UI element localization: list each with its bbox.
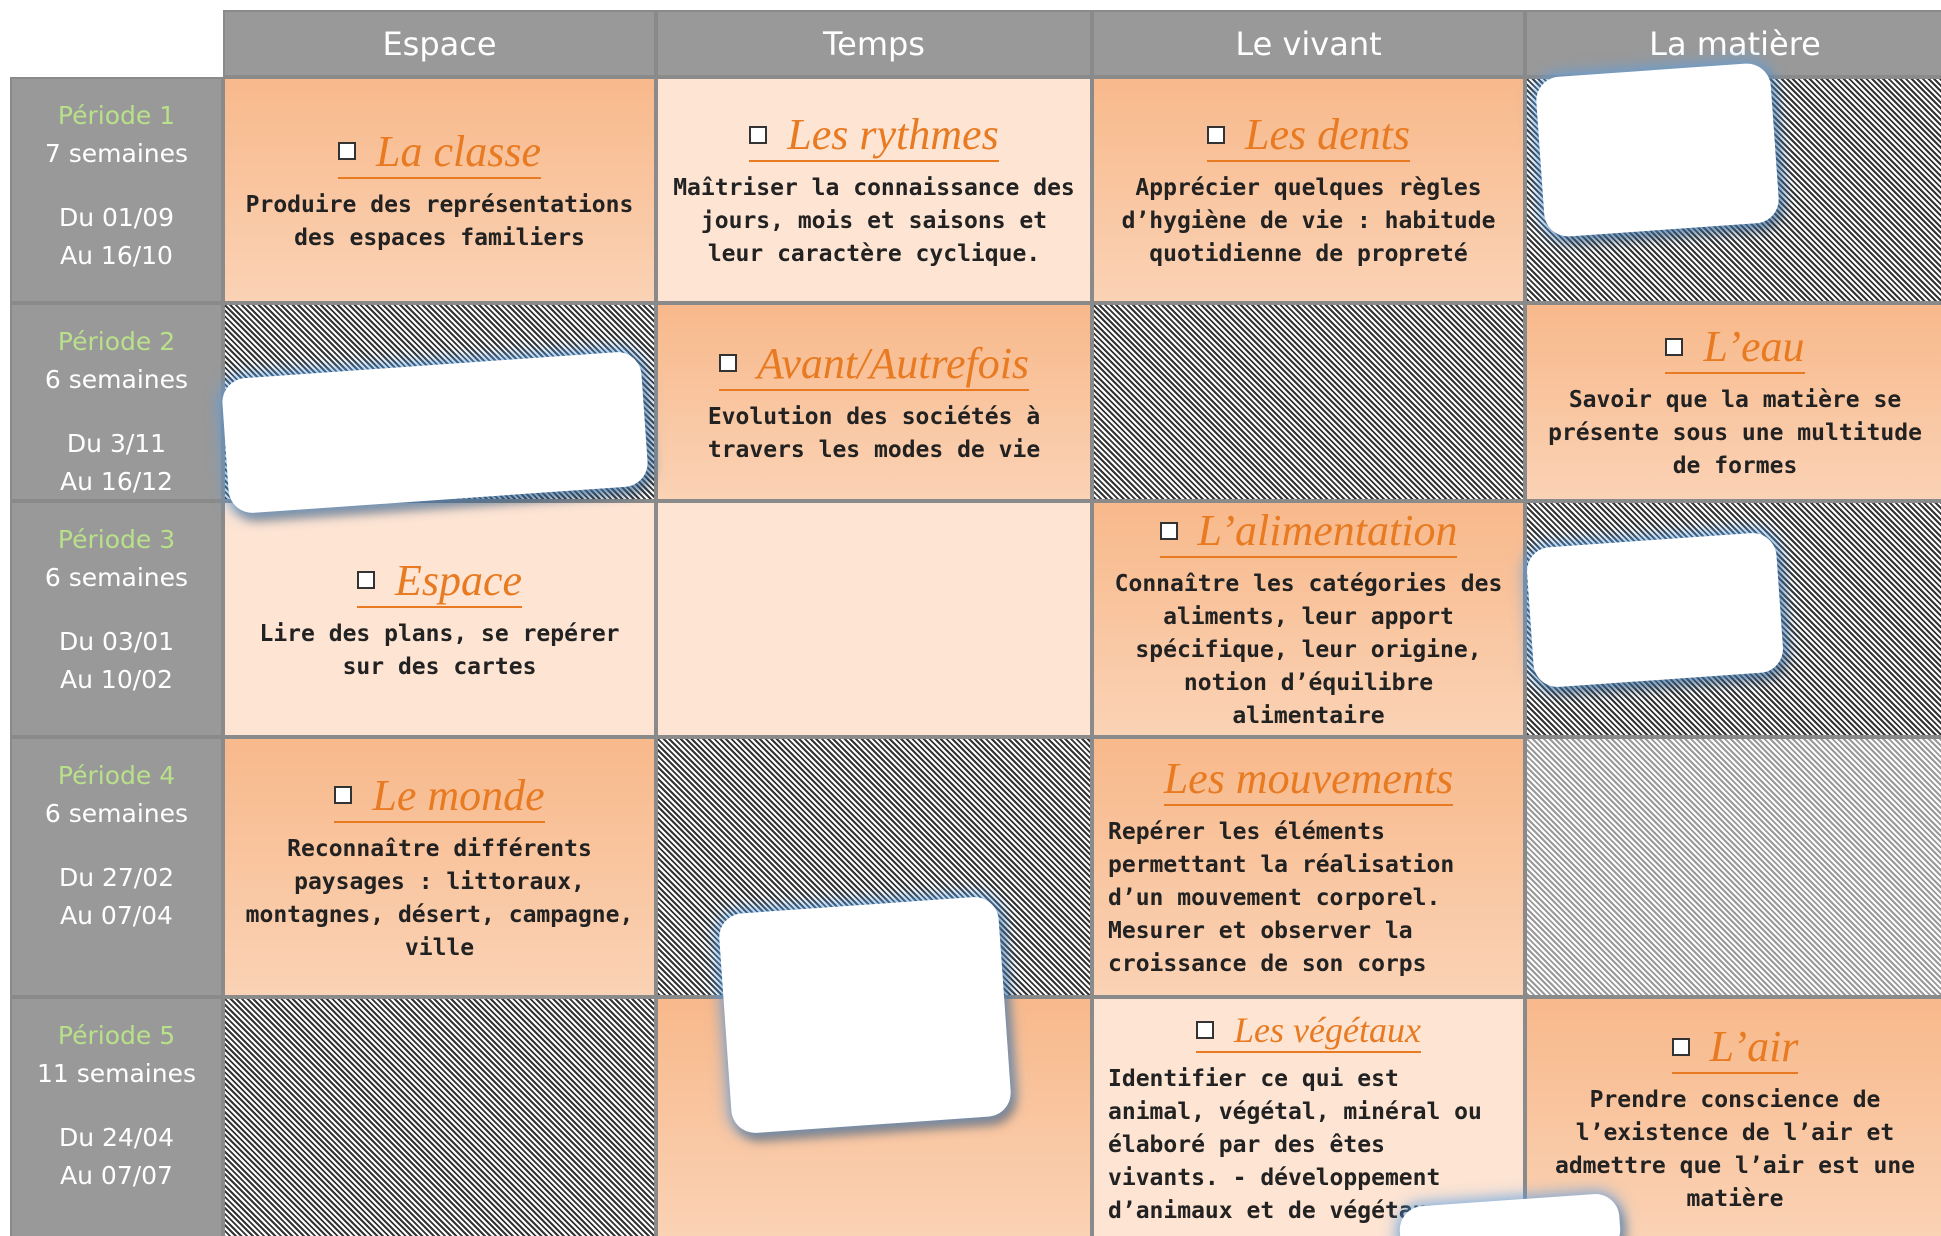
cell-text: Apprécier quelques règles d’hygiène de v… xyxy=(1121,175,1496,267)
cell-text: Reconnaître différents paysages : littor… xyxy=(245,835,634,961)
title-text: Le monde xyxy=(372,770,545,820)
period-weeks: 6 semaines xyxy=(44,563,189,592)
cell-title: L’air xyxy=(1671,1021,1799,1074)
cell-title: Avant/Autrefois xyxy=(718,338,1030,391)
title-text: Les dents xyxy=(1245,110,1410,159)
period-cell: Période 1 7 semaines Du 01/09 Au 16/10 xyxy=(10,77,223,303)
cell-text: Repérer les éléments permettant la réali… xyxy=(1108,819,1455,977)
period-from: Du 01/09 xyxy=(58,203,175,232)
period-label: Période 1 xyxy=(57,101,176,130)
checkbox xyxy=(334,786,353,804)
checkbox xyxy=(749,125,768,144)
period-weeks: 6 semaines xyxy=(44,799,189,828)
cell-title: Espace xyxy=(356,555,523,608)
column-header: Temps xyxy=(656,10,1092,77)
period-to: Au 07/04 xyxy=(60,901,173,930)
cell-text: Evolution des sociétés à travers les mod… xyxy=(707,403,1041,463)
cell: Avant/Autrefois Evolution des sociétés à … xyxy=(656,303,1092,501)
title-text: Les rythmes xyxy=(787,110,999,159)
checkbox xyxy=(1671,1037,1690,1056)
cell: Les rythmes Maîtriser la connaissance des… xyxy=(656,77,1092,303)
period-weeks: 11 semaines xyxy=(36,1059,197,1088)
cell-title: Les végétaux xyxy=(1196,1009,1421,1053)
period-label: Période 4 xyxy=(57,761,176,790)
illustration xyxy=(717,895,1013,1135)
cell-title: La classe xyxy=(338,126,541,179)
period-to: Au 16/12 xyxy=(60,467,173,496)
period-to: Au 07/07 xyxy=(60,1161,173,1190)
cell: L’alimentation Connaître les catégories d… xyxy=(1092,501,1525,737)
cell xyxy=(1092,303,1525,501)
cell-title: L’alimentation xyxy=(1159,505,1458,558)
checkbox xyxy=(1196,1021,1215,1039)
cell-text: Connaître les catégories des aliments, l… xyxy=(1114,571,1503,729)
checkbox xyxy=(1665,337,1684,356)
cell-title: Les dents xyxy=(1207,109,1410,162)
cell xyxy=(1525,737,1941,997)
cell-text: Identifier ce qui est animal, végétal, m… xyxy=(1108,1066,1482,1224)
title-text: L’air xyxy=(1709,1022,1799,1071)
period-label: Période 3 xyxy=(57,525,176,554)
title-text: Les mouvements xyxy=(1163,754,1454,803)
cell: Les dents Apprécier quelques règles d’hyg… xyxy=(1092,77,1525,303)
column-header: Espace xyxy=(223,10,656,77)
period-to: Au 10/02 xyxy=(60,665,173,694)
period-cell: Période 4 6 semaines Du 27/02 Au 07/04 xyxy=(10,737,223,997)
cell: L’eau Savoir que la matière se présente s… xyxy=(1525,303,1941,501)
cell: La classe Produire des représentations de… xyxy=(223,77,656,303)
title-text: L’eau xyxy=(1703,322,1805,371)
period-weeks: 6 semaines xyxy=(44,365,189,394)
cell: Espace Lire des plans, se repérer sur des… xyxy=(223,501,656,737)
period-label: Période 2 xyxy=(57,327,176,356)
cell-text: Maîtriser la connaissance des jours, moi… xyxy=(673,175,1075,267)
cell-title: Les rythmes xyxy=(749,109,999,162)
period-from: Du 27/02 xyxy=(58,863,175,892)
cell-text: Prendre conscience de l’existence de l’a… xyxy=(1554,1087,1916,1212)
cell-title: Les mouvements xyxy=(1163,753,1454,806)
period-label: Période 5 xyxy=(57,1021,176,1050)
illustration xyxy=(1525,531,1785,689)
cell: Les végétaux Identifier ce qui est animal… xyxy=(1092,997,1525,1236)
title-text: Espace xyxy=(394,555,523,605)
title-text: Avant/Autrefois xyxy=(756,338,1030,388)
cell: Le monde Reconnaître différents paysages … xyxy=(223,737,656,997)
cell-text: Savoir que la matière se présente sous u… xyxy=(1548,387,1922,479)
cell-text: Lire des plans, se repérer sur des carte… xyxy=(259,620,620,680)
checkbox xyxy=(718,354,737,372)
cell-title: Le monde xyxy=(334,770,545,823)
illustration xyxy=(1534,61,1781,239)
checkbox xyxy=(356,571,375,589)
title-text: L’alimentation xyxy=(1197,506,1458,555)
cell xyxy=(656,501,1092,737)
period-to: Au 16/10 xyxy=(60,241,173,270)
cell: Les mouvements Repérer les éléments perme… xyxy=(1092,737,1525,997)
checkbox xyxy=(1159,521,1178,540)
title-text: La classe xyxy=(376,126,541,176)
cell xyxy=(223,997,656,1236)
period-cell: Période 2 6 semaines Du 3/11 Au 16/12 xyxy=(10,303,223,501)
checkbox xyxy=(1207,125,1225,144)
cell-text: Produire des représentations des espaces… xyxy=(245,191,634,251)
checkbox xyxy=(338,142,356,160)
period-weeks: 7 semaines xyxy=(44,139,189,168)
cell-title: L’eau xyxy=(1665,321,1805,374)
period-from: Du 24/04 xyxy=(58,1123,175,1152)
column-header: Le vivant xyxy=(1092,10,1525,77)
period-cell: Période 3 6 semaines Du 03/01 Au 10/02 xyxy=(10,501,223,737)
period-cell: Période 5 11 semaines Du 24/04 Au 07/07 xyxy=(10,997,223,1236)
period-from: Du 3/11 xyxy=(66,429,167,458)
title-text: Les végétaux xyxy=(1234,1010,1421,1050)
period-from: Du 03/01 xyxy=(58,627,175,656)
